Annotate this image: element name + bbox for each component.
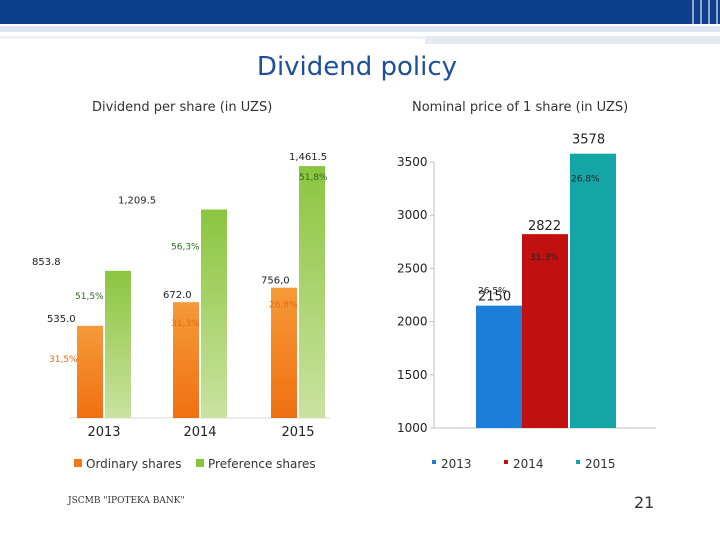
bar-price-2015 <box>570 153 616 428</box>
annotation-price-2013: 26,5% <box>478 287 507 297</box>
legend-swatch-ordinary <box>74 459 82 467</box>
page-number: 21 <box>634 493 655 512</box>
x-tick-label-2013: 2013 <box>87 425 120 440</box>
bar-preference-2013 <box>105 270 131 418</box>
value-label-preference-2014: 1,209.5 <box>118 196 156 207</box>
value-label-preference-2015: 1,461.5 <box>289 152 327 163</box>
legend-label-2014: 2014 <box>513 457 544 471</box>
value-label-ordinary-2013: 535.0 <box>47 314 76 325</box>
bar-ordinary-2013 <box>77 325 103 418</box>
legend-swatch-2013 <box>432 460 436 464</box>
y-tick-label-3500: 3500 <box>397 155 428 169</box>
value-label-preference-2013: 853.8 <box>32 257 61 268</box>
annotation-ordinary-2013: 31,5% <box>49 355 78 365</box>
value-label-price-2015: 3578 <box>572 133 605 148</box>
bar-preference-2014 <box>201 209 227 418</box>
annotation-preference-2014: 56,3% <box>171 243 200 253</box>
annotation-ordinary-2014: 31,3% <box>171 319 200 329</box>
value-label-ordinary-2014: 672.0 <box>163 290 192 301</box>
bar-preference-2015 <box>299 166 325 418</box>
annotation-ordinary-2015: 26,8% <box>269 301 298 311</box>
bar-ordinary-2015 <box>271 287 297 418</box>
decor-line <box>0 36 580 39</box>
left-chart-title: Dividend per share (in UZS) <box>92 100 273 115</box>
x-tick-label-2014: 2014 <box>183 425 216 440</box>
bar-price-2014 <box>522 234 568 428</box>
y-tick-label-1500: 1500 <box>397 368 428 382</box>
legend-swatch-preference <box>196 459 204 467</box>
decor-line <box>425 36 720 44</box>
footer-company: JSCMB "IPOTEKA BANK" <box>68 496 185 506</box>
value-label-ordinary-2015: 756,0 <box>261 276 290 287</box>
y-tick-label-1000: 1000 <box>397 421 428 435</box>
legend-swatch-2014 <box>504 460 508 464</box>
legend-label-ordinary: Ordinary shares <box>86 457 181 471</box>
y-tick-label-2000: 2000 <box>397 315 428 329</box>
right-chart-title: Nominal price of 1 share (in UZS) <box>412 100 629 115</box>
legend-label-2013: 2013 <box>441 457 472 471</box>
slide-title: Dividend policy <box>256 52 458 82</box>
annotation-price-2015: 26,8% <box>571 175 600 185</box>
y-tick-label-2500: 2500 <box>397 261 428 275</box>
legend-label-2015: 2015 <box>585 457 616 471</box>
bar-price-2013 <box>476 305 522 428</box>
annotation-preference-2015: 51,8% <box>299 173 328 183</box>
bar-ordinary-2014 <box>173 302 199 418</box>
value-label-price-2013: 2150 <box>478 290 511 305</box>
left-chart: 535.0 853.8 31,5% 51,5% 2013 672.0 1,209.5 31,3… <box>32 152 330 471</box>
decor-line <box>0 26 720 32</box>
annotation-preference-2013: 51,5% <box>75 292 104 302</box>
top-banner-stripes <box>684 0 720 24</box>
y-tick-label-3000: 3000 <box>397 208 428 222</box>
legend-swatch-2015 <box>576 460 580 464</box>
legend-label-preference: Preference shares <box>208 457 316 471</box>
annotation-price-2014: 31,3% <box>530 253 559 263</box>
x-tick-label-2015: 2015 <box>281 425 314 440</box>
value-label-price-2014: 2822 <box>528 219 561 234</box>
top-banner <box>0 0 720 24</box>
